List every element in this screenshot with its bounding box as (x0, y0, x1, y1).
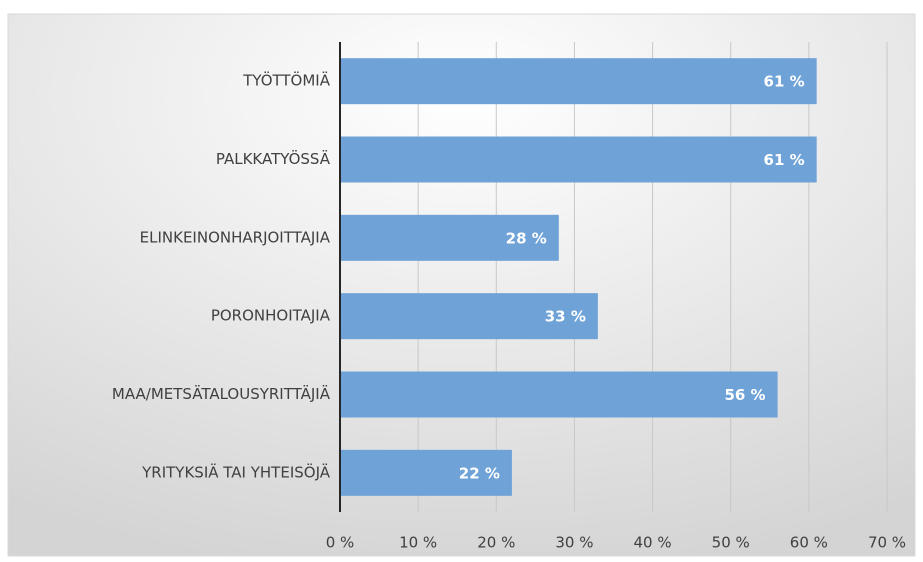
x-tick-label: 10 % (399, 534, 437, 552)
x-tick-label: 50 % (712, 534, 750, 552)
bar (340, 449, 512, 496)
y-tick-label: MAA/METSÄTALOUSYRITTÄJIÄ (112, 384, 331, 403)
y-tick-label: PORONHOITAJIA (211, 307, 331, 325)
bar (340, 293, 598, 340)
x-tick-label: 40 % (634, 534, 672, 552)
bar (340, 58, 817, 105)
value-label: 61 % (764, 73, 805, 91)
value-label: 61 % (764, 151, 805, 169)
value-label: 22 % (459, 464, 500, 482)
y-tick-label: YRITYKSIÄ TAI YHTEISÖJÄ (141, 462, 331, 481)
x-tick-label: 0 % (326, 534, 355, 552)
x-tick-label: 60 % (790, 534, 828, 552)
value-label: 56 % (724, 386, 765, 404)
x-tick-label: 70 % (868, 534, 906, 552)
y-tick-label: PALKKATYÖSSÄ (216, 149, 331, 168)
bar (340, 136, 817, 183)
bar (340, 371, 778, 418)
x-tick-label: 20 % (477, 534, 515, 552)
value-label: 33 % (545, 308, 586, 326)
bar (340, 214, 559, 261)
y-tick-label: TYÖTTÖMIÄ (242, 71, 331, 90)
value-label: 28 % (506, 229, 547, 247)
x-tick-label: 30 % (555, 534, 593, 552)
y-tick-label: ELINKEINONHARJOITTAJIA (140, 228, 331, 246)
